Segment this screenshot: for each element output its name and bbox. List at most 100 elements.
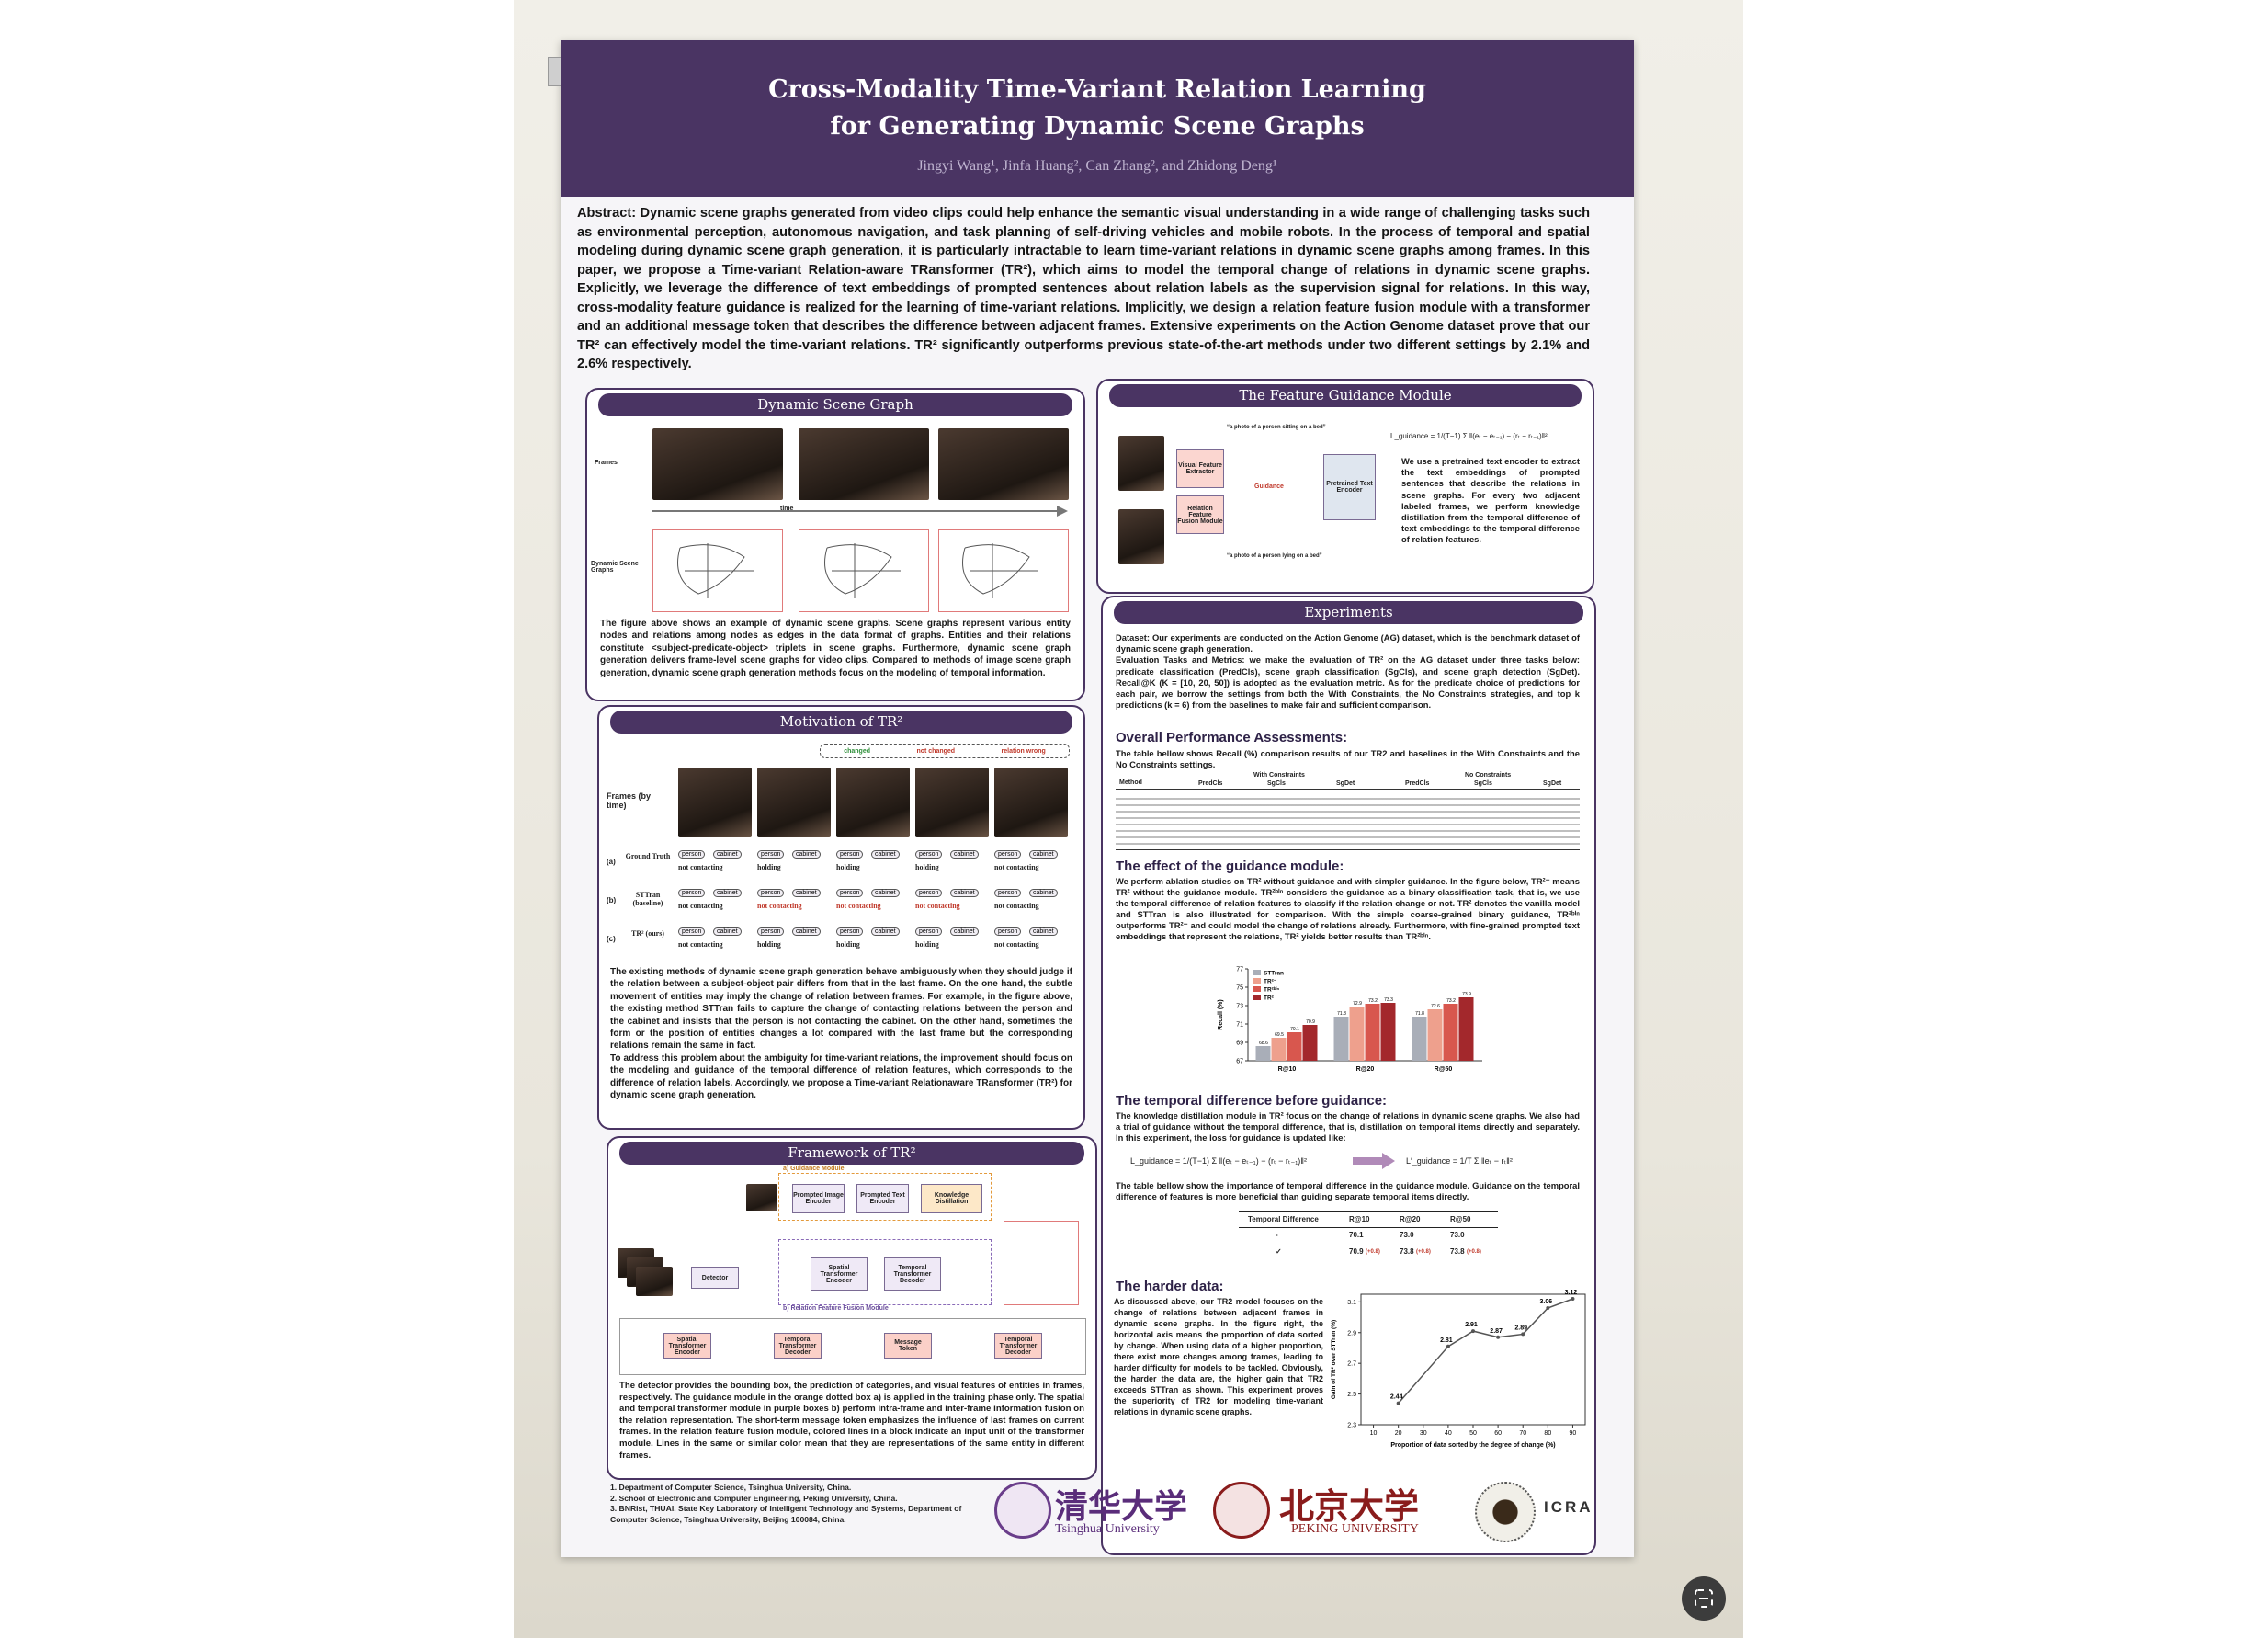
bar [1427,1009,1443,1061]
x-tick-label: 10 [1370,1430,1378,1437]
formula: L′_guidance = 1/T Σ ‖eₜ − rₜ‖² [1406,1156,1513,1166]
y-tick-label: 2.3 [1347,1423,1356,1429]
chip: person [678,850,706,859]
chip: cabinet [713,927,742,936]
video-frame [746,1184,777,1211]
chip: cabinet [871,889,900,897]
relation: not contacting [678,863,723,871]
table-rule [1116,789,1580,790]
diagram-box: Relation Feature Fusion Module [1176,495,1224,534]
chip: cabinet [713,889,742,897]
arrow [1353,1153,1395,1169]
chip: cabinet [713,850,742,859]
relation: not contacting [915,902,960,910]
legend-swatch [1253,995,1261,1000]
video-frame [678,768,752,837]
table-delta: (+0.8) [1467,1249,1481,1255]
y-tick-label: 3.1 [1347,1300,1356,1306]
bar-chart: 67 69 71 73 75 77 Recall (%) R@10 R@20 R@50 68.6 71… [1218,967,1482,1073]
chip: cabinet [950,850,979,859]
diagram-box: Prompted Text Encoder [856,1184,909,1213]
x-tick-label: 60 [1494,1430,1502,1437]
bar [1287,1032,1302,1061]
y-tick-label: 73 [1236,1004,1243,1010]
chip: cabinet [950,889,979,897]
lens-button[interactable] [1682,1576,1726,1621]
bar [1365,1004,1380,1061]
table-header: SgCls [1267,780,1286,787]
relation: holding [915,940,939,949]
table-header: R@10 [1349,1215,1370,1223]
x-axis-label: Proportion of data sorted by the degree … [1390,1442,1555,1449]
chip: person [994,889,1022,897]
y-tick-label: 77 [1236,967,1243,973]
diagram-box: Knowledge Distillation [921,1184,982,1213]
panel-dynamic-scene-graph: Dynamic Scene Graph Frames time Dynamic … [585,388,1085,701]
table-header: SgCls [1474,780,1492,787]
point [1546,1306,1550,1311]
point [1571,1297,1575,1302]
chip: person [678,927,706,936]
legend-label: TR²⁻ [1264,979,1277,985]
relation: holding [836,863,860,871]
value-label: 70.9 [1306,1019,1315,1025]
x-tick-label: 70 [1519,1430,1526,1437]
table-cell: 73.8 [1400,1247,1414,1256]
affiliations: 1. Department of Computer Science, Tsing… [610,1483,987,1525]
text: As discussed above, our TR2 model focuse… [1114,1297,1323,1416]
point [1446,1344,1450,1348]
table-header: R@20 [1400,1215,1421,1223]
y-axis-label: Recall (%) [1218,999,1224,1029]
bar [1333,1017,1349,1061]
panel-experiments: Experiments Dataset: Our experiments are… [1101,596,1596,1555]
value-label: 72.9 [1353,1001,1362,1007]
relation: not contacting [836,902,881,910]
temporal-table: Temporal Difference R@10 R@20 R@50 - 70.1 73.0… [1239,1211,1498,1268]
prompt: “a photo of a person sitting on a bed” [1227,425,1326,430]
poster-title: Cross-Modality Time-Variant Relation Lea… [768,75,1426,104]
bar [1412,1017,1427,1061]
row-tag: (b) [607,896,617,904]
logo-text: 清华大学 [1055,1487,1188,1526]
label: Dataset: [1116,632,1150,643]
relation: not contacting [678,902,723,910]
table-header: Method [1119,779,1142,786]
chip: person [757,927,785,936]
video-frame [636,1267,673,1296]
chip: person [678,889,706,897]
graphs-label: Dynamic Scene Graphs [591,561,639,574]
time-arrow [652,506,1068,517]
bar [1255,1046,1271,1061]
frames-label: Frames [595,460,618,466]
formula: L_guidance = 1/(T−1) Σ ‖(eₜ − eₜ₋₁) − (r… [1390,432,1548,440]
diagram-box: Temporal Transformer Decoder [774,1333,822,1359]
chip: cabinet [792,927,821,936]
heading: The harder data: [1116,1279,1224,1294]
logo-text: 北京大学 [1279,1485,1420,1527]
diagram-box: Spatial Transformer Encoder [811,1257,868,1291]
bar [1271,1038,1287,1061]
diagram-label: b) Relation Feature Fusion Module [783,1305,889,1312]
motivation-text: The existing methods of dynamic scene gr… [610,966,1072,1101]
chip: cabinet [871,927,900,936]
row-tag: (c) [607,935,616,943]
guidance-box [778,1173,992,1221]
chip: person [757,889,785,897]
value-label: 2.81 [1440,1337,1453,1344]
y-tick-label: 2.7 [1347,1361,1356,1368]
point [1521,1332,1525,1337]
table-delta: (+0.8) [1366,1249,1380,1255]
x-tick-label: 80 [1544,1430,1551,1437]
y-tick-label: 75 [1236,985,1243,992]
panel-title: Dynamic Scene Graph [598,393,1072,416]
scene-graph [1004,1221,1079,1305]
poster-header [561,40,1634,197]
point [1496,1335,1501,1339]
chip: cabinet [792,889,821,897]
table-cell: 70.1 [1349,1231,1364,1239]
results-table: Method With Constraints No Constraints P… [1116,772,1580,851]
value-label: 3.06 [1540,1299,1553,1305]
table-cell: 73.0 [1450,1231,1465,1239]
video-frame [938,428,1069,500]
value-label: 3.12 [1565,1290,1578,1296]
